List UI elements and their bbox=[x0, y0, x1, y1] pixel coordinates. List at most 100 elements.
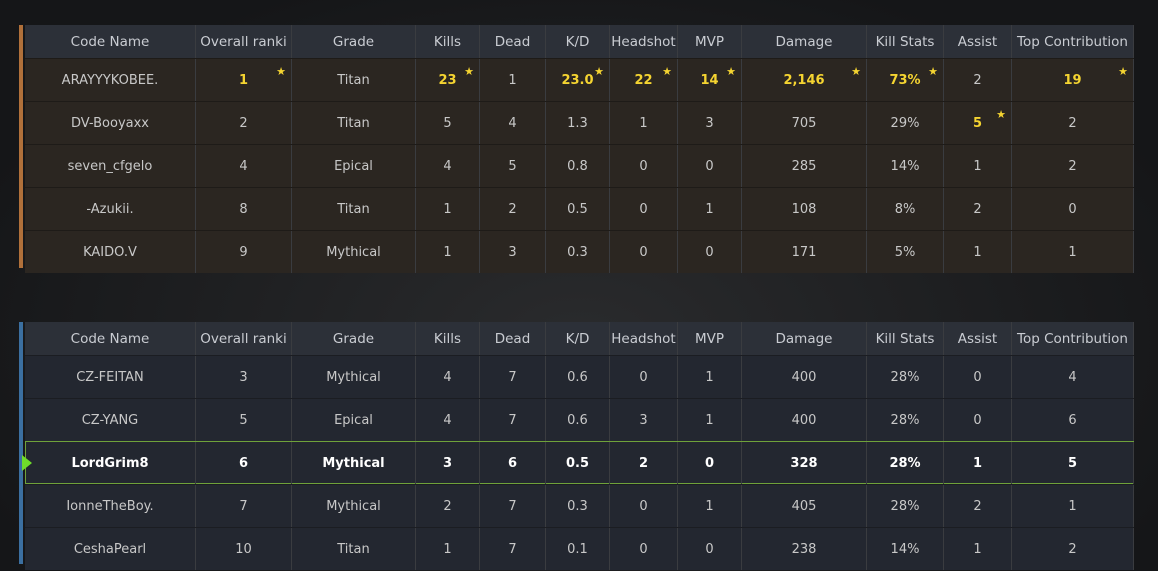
cell-value: 2,146 bbox=[783, 72, 825, 88]
star-icon: ★ bbox=[726, 65, 736, 78]
cell-top-contribution: 5 bbox=[1012, 442, 1134, 484]
cell-top-contribution: 0 bbox=[1012, 188, 1134, 230]
cell-headshot: 0 bbox=[610, 145, 678, 187]
cell-value: 4 bbox=[1068, 369, 1077, 385]
cell-value: Titan bbox=[337, 72, 370, 88]
cell-kills: 1 bbox=[416, 528, 480, 570]
column-header[interactable]: Assist bbox=[944, 322, 1012, 355]
cell-overall-ranki: 6 bbox=[196, 442, 292, 484]
cell-top-contribution: 2 bbox=[1012, 102, 1134, 144]
column-header[interactable]: Headshot bbox=[610, 322, 678, 355]
cell-value: 1 bbox=[639, 115, 648, 131]
column-header[interactable]: Dead bbox=[480, 25, 546, 58]
cell-value: 14 bbox=[700, 72, 719, 88]
cell-value: 1 bbox=[443, 201, 452, 217]
cell-value: 1 bbox=[973, 541, 982, 557]
cell-value: 19 bbox=[1063, 72, 1082, 88]
player-row[interactable]: ARAYYYKOBEE. 1 ★ Titan 23 ★ 1 23.0 ★ 22 ★ 14 ★ 2,146 ★… bbox=[25, 58, 1134, 101]
cell-value: 6 bbox=[507, 455, 518, 471]
cell-code-name: CZ-FEITAN bbox=[25, 356, 196, 398]
cell-value: 285 bbox=[791, 158, 817, 174]
cell-value: 1 bbox=[973, 158, 982, 174]
column-header[interactable]: Top Contribution bbox=[1012, 25, 1134, 58]
player-row[interactable]: KAIDO.V 9 Mythical 1 3 0.3 0 0 171 5% 1 1 bbox=[25, 230, 1134, 273]
cell-value: 0 bbox=[639, 158, 648, 174]
cell-kill-stats: 28% bbox=[867, 356, 944, 398]
cell-headshot: 0 bbox=[610, 356, 678, 398]
column-header[interactable]: K/D bbox=[546, 322, 610, 355]
cell-damage: 238 bbox=[742, 528, 867, 570]
cell-damage: 108 bbox=[742, 188, 867, 230]
cell-value: 8% bbox=[894, 201, 916, 217]
cell-value: 7 bbox=[508, 541, 517, 557]
cell-value: 4 bbox=[508, 115, 517, 131]
column-header[interactable]: Kill Stats bbox=[867, 25, 944, 58]
cell-value: 0 bbox=[639, 541, 648, 557]
cell-value: 400 bbox=[791, 369, 817, 385]
cell-kills: 1 bbox=[416, 231, 480, 273]
column-header[interactable]: Damage bbox=[742, 25, 867, 58]
column-header[interactable]: MVP bbox=[678, 25, 742, 58]
cell-top-contribution: 6 bbox=[1012, 399, 1134, 441]
cell-value: 22 bbox=[634, 72, 653, 88]
column-header[interactable]: Overall ranki bbox=[196, 322, 292, 355]
cell-value: 171 bbox=[791, 244, 817, 260]
cell-mvp: 0 bbox=[678, 528, 742, 570]
column-header[interactable]: Damage bbox=[742, 322, 867, 355]
cell-value: 0.3 bbox=[567, 498, 588, 514]
cell-kills: 3 bbox=[416, 442, 480, 484]
cell-value: 28% bbox=[890, 498, 920, 514]
cell-code-name: seven_cfgelo bbox=[25, 145, 196, 187]
column-header[interactable]: Assist bbox=[944, 25, 1012, 58]
cell-code-name: DV-Booyaxx bbox=[25, 102, 196, 144]
cell-overall-ranki: 5 bbox=[196, 399, 292, 441]
column-header[interactable]: Code Name bbox=[25, 322, 196, 355]
cell-code-name: -Azukii. bbox=[25, 188, 196, 230]
cell-mvp: 0 bbox=[678, 442, 742, 484]
cell-top-contribution: 19 ★ bbox=[1012, 59, 1134, 101]
cell-grade: Mythical bbox=[292, 485, 416, 527]
cell-kill-stats: 28% bbox=[867, 485, 944, 527]
cell-top-contribution: 1 bbox=[1012, 231, 1134, 273]
cell-value: 6 bbox=[1068, 412, 1077, 428]
player-row[interactable]: -Azukii. 8 Titan 1 2 0.5 0 1 108 8% 2 0 bbox=[25, 187, 1134, 230]
cell-value: 0 bbox=[639, 369, 648, 385]
column-header[interactable]: Headshot bbox=[610, 25, 678, 58]
cell-value: 328 bbox=[790, 455, 818, 471]
cell-value: Epical bbox=[334, 158, 373, 174]
column-header[interactable]: Dead bbox=[480, 322, 546, 355]
header-row: Code Name Overall ranki Grade Kills Dead K/D H… bbox=[25, 322, 1134, 355]
player-row[interactable]: DV-Booyaxx 2 Titan 5 4 1.3 1 3 705 29% 5 ★ 2 bbox=[25, 101, 1134, 144]
cell-value: 2 bbox=[1068, 158, 1077, 174]
cell-value: -Azukii. bbox=[86, 201, 134, 217]
cell-value: CZ-FEITAN bbox=[76, 369, 144, 385]
cell-overall-ranki: 1 ★ bbox=[196, 59, 292, 101]
column-header[interactable]: Kills bbox=[416, 25, 480, 58]
player-row[interactable]: CeshaPearl 10 Titan 1 7 0.1 0 0 238 14% 1 2 bbox=[25, 527, 1134, 570]
cell-dead: 4 bbox=[480, 102, 546, 144]
cell-kill-stats: 5% bbox=[867, 231, 944, 273]
cell-value: 705 bbox=[791, 115, 817, 131]
column-header[interactable]: Kills bbox=[416, 322, 480, 355]
cell-grade: Titan bbox=[292, 528, 416, 570]
cell-kill-stats: 8% bbox=[867, 188, 944, 230]
cell-assist: 2 bbox=[944, 59, 1012, 101]
player-row[interactable]: CZ-FEITAN 3 Mythical 4 7 0.6 0 1 400 28% 0 4 bbox=[25, 355, 1134, 398]
column-header[interactable]: Code Name bbox=[25, 25, 196, 58]
player-row[interactable]: seven_cfgelo 4 Epical 4 5 0.8 0 0 285 14% 1 2 bbox=[25, 144, 1134, 187]
cell-kill-stats: 14% bbox=[867, 145, 944, 187]
cell-overall-ranki: 4 bbox=[196, 145, 292, 187]
self-player-row[interactable]: LordGrim8 6 Mythical 3 6 0.5 2 0 328 28% 1 5 bbox=[22, 441, 1134, 484]
column-header[interactable]: Grade bbox=[292, 25, 416, 58]
column-header[interactable]: Grade bbox=[292, 322, 416, 355]
cell-value: 23.0 bbox=[561, 72, 594, 88]
column-header[interactable]: K/D bbox=[546, 25, 610, 58]
cell-value: IonneTheBoy. bbox=[66, 498, 154, 514]
column-header[interactable]: Kill Stats bbox=[867, 322, 944, 355]
column-header[interactable]: MVP bbox=[678, 322, 742, 355]
player-row[interactable]: CZ-YANG 5 Epical 4 7 0.6 3 1 400 28% 0 6 bbox=[25, 398, 1134, 441]
column-header[interactable]: Top Contribution bbox=[1012, 322, 1134, 355]
cell-dead: 1 bbox=[480, 59, 546, 101]
column-header[interactable]: Overall ranki bbox=[196, 25, 292, 58]
player-row[interactable]: IonneTheBoy. 7 Mythical 2 7 0.3 0 1 405 28% 2 1 bbox=[25, 484, 1134, 527]
